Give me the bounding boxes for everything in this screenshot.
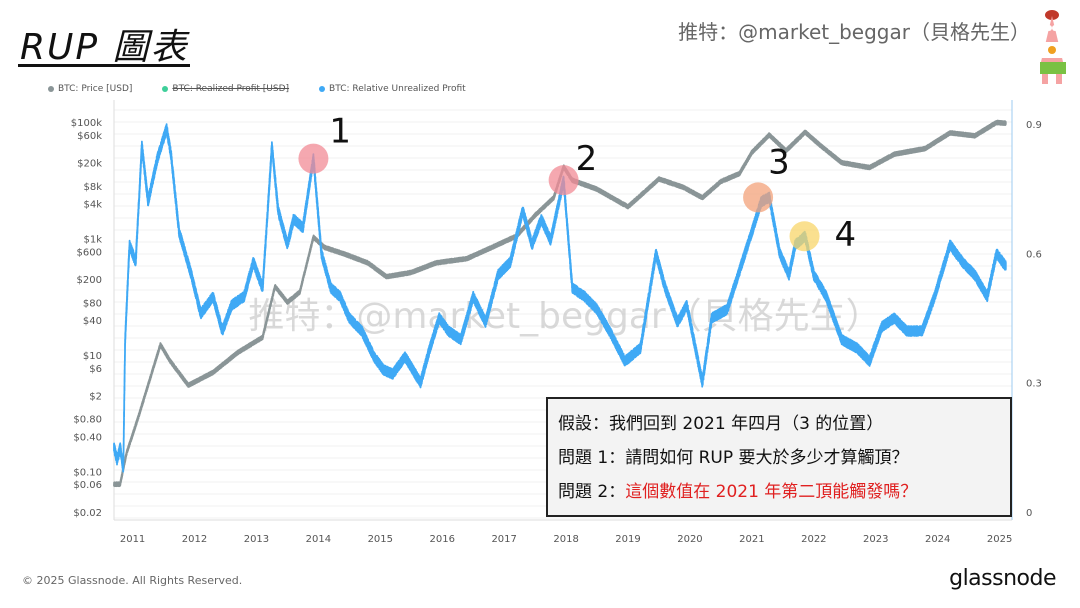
legend-label: BTC: Price [USD] [58,84,133,94]
left-tick-label: $10 [83,351,102,362]
title-underline [18,64,190,67]
right-tick-label: 0 [1026,508,1032,519]
x-tick-label: 2017 [491,534,516,545]
annotation-label-4: 4 [835,215,857,255]
left-tick-label: $0.80 [73,415,102,426]
left-axis: $100k $60k $20k $8k $4k $1k $600 $200 $80 $40 $10 $… [71,118,102,519]
annotation-marker-4 [789,221,820,252]
left-tick-label: $20k [77,159,102,170]
question-1: 問題 1：請問如何 RUP 要大於多少才算觸頂？ [558,448,909,468]
left-tick-label: $100k [71,118,102,129]
question-assumption: 假設：我們回到 2021 年四月（3 的位置） [558,414,884,434]
x-tick-label: 2015 [368,534,393,545]
left-tick-label: $40 [83,316,102,327]
left-tick-label: $0.06 [73,480,102,491]
left-tick-label: $1k [83,234,102,245]
x-tick-label: 2023 [863,534,888,545]
question-box: 假設：我們回到 2021 年四月（3 的位置） 問題 1：請問如何 RUP 要大… [546,397,1012,517]
legend-label: BTC: Relative Unrealized Profit [329,84,466,94]
left-tick-label: $600 [77,247,102,258]
left-tick-label: $4k [83,199,102,210]
left-tick-label: $0.10 [73,467,102,478]
right-tick-label: 0.9 [1026,120,1042,131]
x-tick-label: 2021 [739,534,764,545]
x-tick-label: 2020 [677,534,702,545]
x-axis: 2011 2012 2013 2014 2015 2016 2017 2018 2019 2020… [120,534,1012,545]
right-tick-label: 0.3 [1026,379,1042,390]
chart-legend: BTC: Price [USD] BTC: Realized Profit [U… [48,84,466,94]
x-tick-label: 2016 [430,534,455,545]
annotation-marker-2 [548,165,579,196]
legend-label: BTC: Realized Profit [USD] [172,84,290,94]
page-title: RUP 圖表 [20,27,189,68]
annotation-label-1: 1 [329,112,351,152]
x-tick-label: 2018 [553,534,578,545]
question-2: 問題 2：這個數值在 2021 年第二頂能觸發嗎？ [558,475,1000,509]
right-axis: 0.9 0.6 0.3 0 [1026,120,1042,519]
copyright: © 2025 Glassnode. All Rights Reserved. [22,574,243,587]
legend-item-price[interactable]: BTC: Price [USD] [48,84,132,94]
legend-item-realized-profit[interactable]: BTC: Realized Profit [USD] [162,84,289,94]
question-2-text: 這個數值在 2021 年第二頂能觸發嗎？ [625,482,918,502]
legend-dot-icon [162,86,169,92]
question-2-prefix: 問題 2： [558,482,626,502]
left-tick-label: $0.02 [73,508,102,519]
annotation-label-3: 3 [768,142,790,182]
author-handle: 推特：@market_beggar（貝格先生） [678,20,1030,44]
rup-line [113,123,1007,473]
left-tick-label: $200 [77,275,102,286]
left-tick-label: $60k [77,131,102,142]
legend-dot-icon [48,86,54,92]
watermark: 推特：@market_beggar（貝格先生） [248,296,881,337]
x-tick-label: 2011 [120,534,145,545]
legend-dot-icon [319,86,326,92]
left-tick-label: $6 [89,364,102,375]
x-tick-label: 2022 [801,534,826,545]
annotations: 1 2 3 4 [298,112,857,255]
x-tick-label: 2012 [182,534,207,545]
annotation-label-2: 2 [576,139,598,179]
x-tick-label: 2025 [987,534,1012,545]
left-tick-label: $2 [89,392,102,403]
x-tick-label: 2013 [244,534,269,545]
annotation-marker-3 [743,182,774,213]
left-tick-label: $0.40 [73,432,102,443]
left-tick-label: $8k [83,182,102,193]
x-tick-label: 2014 [306,534,331,545]
mascot-icon [1040,10,1066,84]
annotation-marker-1 [298,143,329,174]
legend-item-rup[interactable]: BTC: Relative Unrealized Profit [319,84,466,94]
brand-logo: glassnode [949,566,1056,591]
x-tick-label: 2019 [615,534,640,545]
right-tick-label: 0.6 [1026,249,1042,260]
x-tick-label: 2024 [925,534,950,545]
left-tick-label: $80 [83,298,102,309]
